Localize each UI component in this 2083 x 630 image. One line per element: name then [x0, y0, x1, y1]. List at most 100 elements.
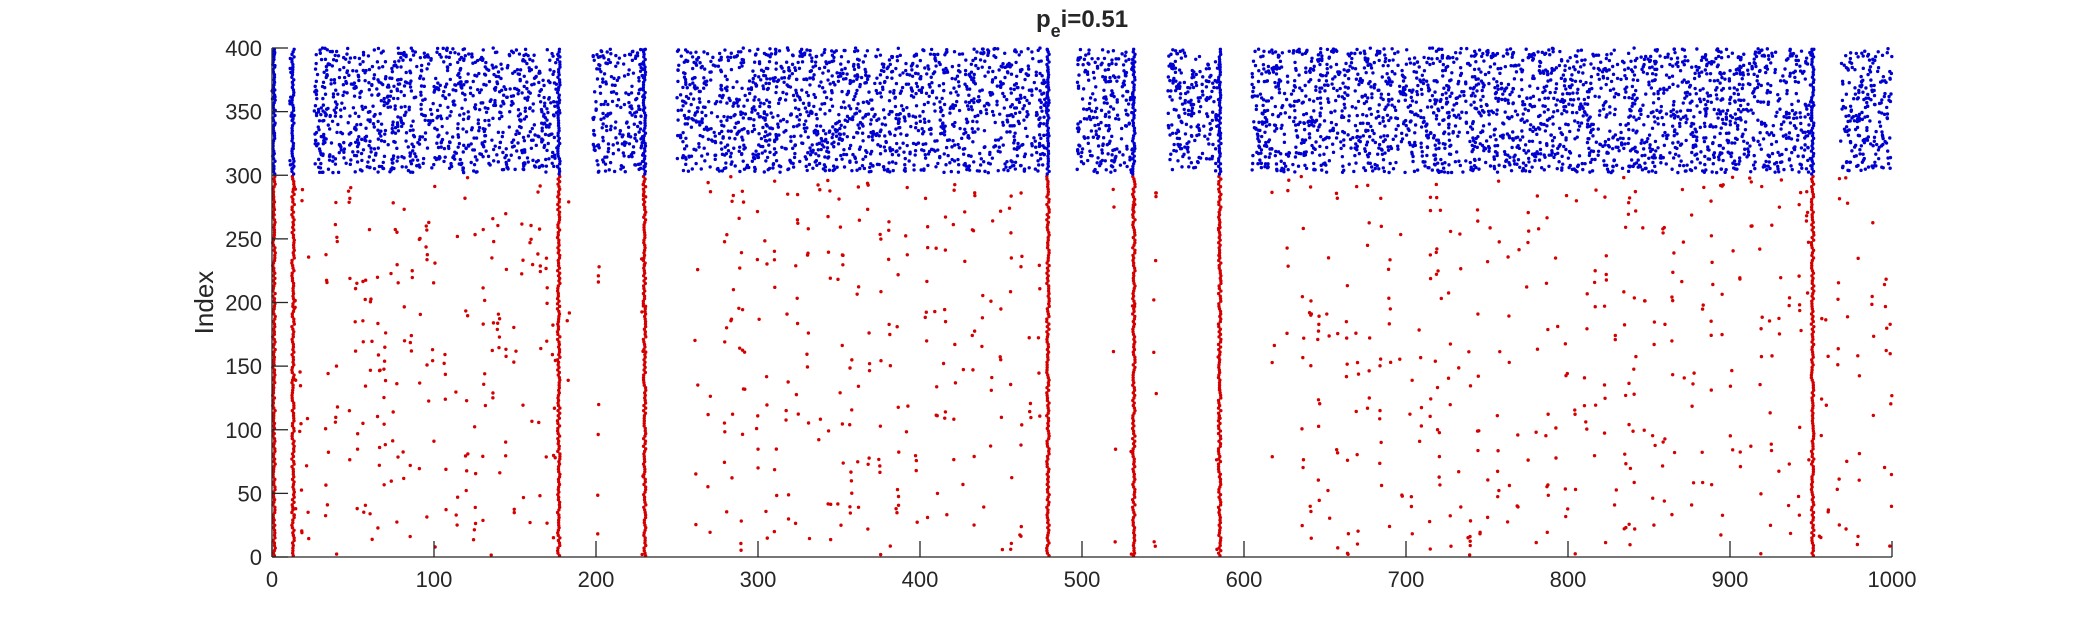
inhibitory-spike [408, 81, 412, 86]
inhibitory-spike [684, 144, 689, 148]
inhibitory-spike [387, 98, 391, 103]
excitatory-sync-spike [1132, 190, 1136, 194]
inhibitory-spike [927, 127, 932, 132]
inhibitory-sync-spike [291, 103, 295, 107]
excitatory-sync-spike [1810, 215, 1814, 219]
excitatory-sync-spike [1810, 197, 1814, 202]
excitatory-sync-spike [556, 368, 560, 372]
inhibitory-sync-spike [642, 111, 647, 115]
excitatory-sync-spike [291, 360, 295, 365]
excitatory-spike [1545, 216, 1549, 220]
inhibitory-spike [456, 135, 461, 139]
excitatory-spike [1767, 319, 1772, 323]
inhibitory-sync-spike [291, 144, 295, 148]
excitatory-spike [1476, 374, 1480, 378]
excitatory-sync-spike [1216, 462, 1221, 466]
inhibitory-spike [995, 103, 999, 107]
inhibitory-spike [522, 164, 526, 168]
inhibitory-sync-spike [290, 129, 294, 133]
inhibitory-spike [956, 163, 961, 167]
excitatory-sync-spike [1045, 396, 1050, 400]
excitatory-sync-spike [1131, 431, 1136, 436]
inhibitory-spike [781, 117, 786, 122]
inhibitory-spike [601, 122, 605, 126]
excitatory-spike [1613, 333, 1618, 338]
excitatory-sync-spike [272, 378, 276, 382]
excitatory-spike [433, 184, 437, 189]
excitatory-spike [1446, 291, 1451, 295]
inhibitory-spike [376, 137, 381, 141]
inhibitory-spike [907, 159, 911, 163]
inhibitory-spike [345, 52, 349, 56]
inhibitory-sync-spike [290, 60, 294, 64]
inhibitory-spike [355, 123, 359, 127]
excitatory-sync-spike [1046, 411, 1050, 415]
excitatory-sync-spike [1132, 462, 1136, 466]
excitatory-sync-spike [1810, 398, 1815, 403]
excitatory-sync-spike [557, 391, 561, 395]
excitatory-sync-spike [1046, 520, 1050, 525]
inhibitory-spike [941, 126, 945, 130]
inhibitory-spike [831, 164, 836, 168]
excitatory-sync-spike [1218, 477, 1223, 482]
inhibitory-spike [703, 159, 707, 163]
inhibitory-spike [1012, 134, 1016, 139]
excitatory-sync-spike [1133, 464, 1137, 469]
excitatory-spike [553, 456, 557, 460]
excitatory-sync-spike [1047, 263, 1051, 268]
inhibitory-spike [927, 119, 931, 123]
inhibitory-spike [338, 143, 342, 147]
excitatory-sync-spike [1133, 365, 1137, 370]
excitatory-spike [1485, 259, 1490, 264]
inhibitory-spike [854, 91, 858, 96]
excitatory-sync-spike [642, 482, 646, 487]
excitatory-sync-spike [1811, 472, 1815, 476]
excitatory-sync-spike [558, 536, 562, 540]
inhibitory-spike [883, 116, 887, 120]
excitatory-sync-spike [272, 358, 276, 362]
inhibitory-spike [521, 135, 526, 140]
inhibitory-spike [1018, 110, 1022, 115]
excitatory-sync-spike [1811, 352, 1815, 357]
excitatory-sync-spike [1046, 253, 1051, 258]
excitatory-sync-spike [290, 368, 294, 372]
excitatory-spike [367, 227, 372, 232]
inhibitory-spike [693, 111, 698, 115]
excitatory-spike [544, 256, 549, 260]
inhibitory-spike [326, 62, 330, 67]
inhibitory-spike [1042, 133, 1046, 138]
inhibitory-spike [619, 167, 623, 171]
inhibitory-spike [993, 138, 998, 142]
inhibitory-sync-spike [1131, 123, 1136, 128]
excitatory-sync-spike [642, 520, 647, 525]
excitatory-spike [1836, 363, 1840, 367]
excitatory-spike [925, 515, 930, 520]
excitatory-sync-spike [291, 518, 295, 522]
excitatory-sync-spike [1811, 467, 1816, 471]
excitatory-sync-spike [1045, 261, 1049, 265]
excitatory-spike [1496, 179, 1501, 183]
inhibitory-spike [957, 63, 961, 68]
excitatory-sync-spike [1045, 218, 1049, 222]
excitatory-spike [1805, 210, 1810, 215]
inhibitory-sync-spike [1045, 167, 1049, 171]
excitatory-spike [334, 415, 338, 420]
excitatory-sync-spike [558, 187, 562, 191]
inhibitory-spike [368, 139, 372, 144]
inhibitory-spike [766, 86, 771, 91]
excitatory-sync-spike [272, 416, 276, 420]
inhibitory-spike [720, 169, 725, 173]
inhibitory-spike [967, 72, 972, 76]
excitatory-sync-spike [1047, 327, 1051, 331]
excitatory-sync-spike [290, 258, 294, 263]
inhibitory-spike [523, 96, 527, 100]
excitatory-spike [989, 388, 994, 392]
inhibitory-spike [706, 137, 711, 141]
excitatory-sync-spike [290, 261, 294, 265]
excitatory-sync-spike [1047, 452, 1051, 456]
inhibitory-spike [729, 51, 733, 55]
excitatory-sync-spike [1131, 271, 1136, 275]
excitatory-sync-spike [1047, 248, 1051, 253]
excitatory-sync-spike [1045, 225, 1049, 230]
excitatory-sync-spike [557, 526, 561, 530]
